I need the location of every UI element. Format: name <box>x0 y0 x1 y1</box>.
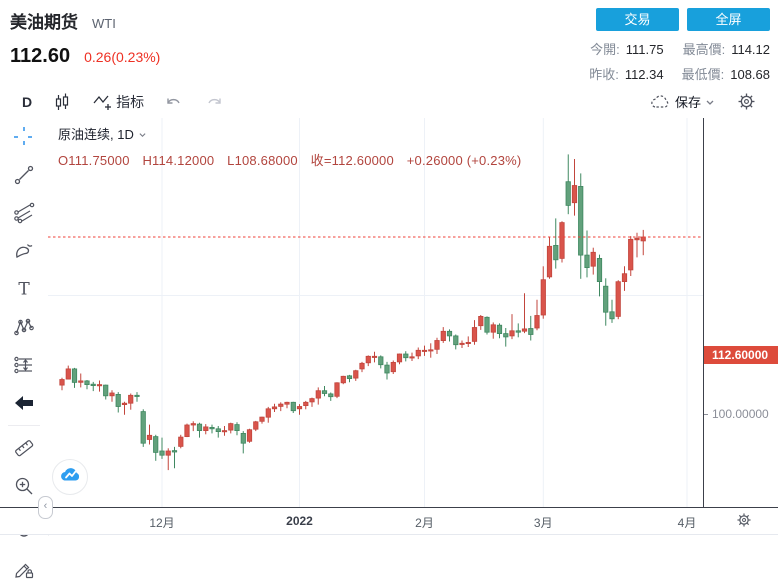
time-tick-label: 4月 <box>677 516 697 530</box>
candlestick-style-icon <box>52 92 72 112</box>
fib-gann-icon <box>13 202 35 224</box>
tool-xabcd-pattern[interactable] <box>0 308 48 346</box>
chart-legend: 原油连续, 1D O111.75000 H114.12000 L108.6800… <box>58 124 530 169</box>
chart-style-button[interactable] <box>44 89 80 115</box>
ruler-icon <box>13 437 35 459</box>
chart-toolbar: D 指标 <box>0 85 778 119</box>
chart-plot-area[interactable]: 原油连续, 1D O111.75000 H114.12000 L108.6800… <box>48 118 703 507</box>
last-price: 112.60 <box>10 45 71 67</box>
crosshair-icon <box>13 126 35 148</box>
pencil-lock-icon <box>13 558 35 580</box>
page-title: 美油期货 <box>10 13 78 32</box>
gear-icon <box>737 92 756 111</box>
scroll-left-handle[interactable]: ‹ <box>38 496 53 519</box>
zoom-in-icon <box>13 475 35 497</box>
tool-arrow-marker[interactable] <box>0 384 48 422</box>
tool-drawing-mode-lock[interactable] <box>0 550 48 588</box>
time-tick-label: 3月 <box>533 516 553 530</box>
save-button[interactable]: 保存 <box>641 89 723 114</box>
tool-long-short-position[interactable] <box>0 346 48 384</box>
ohlc-high: H114.12000 <box>142 153 215 168</box>
time-tick-label: 2022 <box>286 514 313 528</box>
price-tick-label: 100.00000 <box>712 406 769 421</box>
provider-logo-button[interactable] <box>52 459 88 495</box>
ohlc-change: +0.26000 (+0.23%) <box>406 153 522 168</box>
redo-button[interactable] <box>196 89 232 115</box>
xabcd-pattern-icon <box>13 316 35 338</box>
price-tick-mark <box>704 413 708 415</box>
stat-prev-close: 昨收: 112.34 <box>589 67 664 82</box>
tool-crosshair[interactable] <box>0 118 48 156</box>
ohlc-open: O111.75000 <box>58 153 130 168</box>
symbol-code: WTI <box>92 16 116 31</box>
current-price-tag: 112.60000 <box>704 346 778 364</box>
symbol-info: 美油期货 WTI 112.60 0.26(0.23%) <box>10 8 160 68</box>
chart-settings-button[interactable] <box>729 89 764 114</box>
axis-settings-button[interactable] <box>736 512 752 532</box>
indicators-button[interactable]: 指标 <box>84 89 152 115</box>
ohlc-low: L108.68000 <box>227 153 298 168</box>
cloud-save-icon <box>649 93 671 111</box>
stat-high: 最高價: 114.12 <box>682 42 770 57</box>
price-axis[interactable]: 112.60000 100.00000 <box>703 118 778 507</box>
header-right: 交易 全屏 今開: 111.75 最高價: 114.12 昨收: 112.34 最低價… <box>589 8 770 83</box>
time-axis[interactable]: 12月 2022 2月 3月 4月 <box>0 507 778 535</box>
daily-stats: 今開: 111.75 最高價: 114.12 昨收: 112.34 最低價: 108.6… <box>589 39 770 83</box>
undo-button[interactable] <box>156 89 192 115</box>
indicators-label: 指标 <box>116 93 145 110</box>
long-short-position-icon <box>13 354 35 376</box>
indicator-zigzag-icon <box>92 92 112 112</box>
arrow-left-icon <box>13 392 35 414</box>
text-tool-icon: T <box>13 278 35 300</box>
price-change: 0.26(0.23%) <box>84 49 161 65</box>
time-tick-label: 2月 <box>415 516 434 530</box>
header: 美油期货 WTI 112.60 0.26(0.23%) 交易 全屏 今開: 111… <box>0 0 778 85</box>
ohlc-close: 收=112.60000 <box>310 153 394 168</box>
interval-button[interactable]: D <box>22 93 33 110</box>
trade-button[interactable]: 交易 <box>596 8 679 31</box>
fullscreen-button[interactable]: 全屏 <box>687 8 770 31</box>
cloud-chart-logo-icon <box>57 462 83 493</box>
ohlc-readout: O111.75000 H114.12000 L108.68000 收=112.6… <box>58 150 530 169</box>
tool-fib-gann[interactable] <box>0 194 48 232</box>
chevron-down-icon <box>705 98 715 106</box>
stat-open: 今開: 111.75 <box>590 42 664 57</box>
tool-trend-line[interactable] <box>0 156 48 194</box>
drawing-toolbar: T <box>0 118 49 579</box>
tool-text[interactable]: T <box>0 270 48 308</box>
chevron-down-icon[interactable] <box>138 126 147 141</box>
time-tick-label: 12月 <box>149 516 175 530</box>
trend-line-icon <box>13 164 35 186</box>
stat-low: 最低價: 108.68 <box>681 67 770 82</box>
sidebar-divider <box>8 425 40 426</box>
candlestick-chart <box>48 118 703 507</box>
svg-text:T: T <box>18 280 30 300</box>
series-title[interactable]: 原油连续, 1D <box>58 127 134 142</box>
gear-icon <box>736 513 752 532</box>
tool-measure-ruler[interactable] <box>0 429 48 467</box>
brush-icon <box>13 240 35 262</box>
tool-brush[interactable] <box>0 232 48 270</box>
tool-zoom-in[interactable] <box>0 467 48 505</box>
